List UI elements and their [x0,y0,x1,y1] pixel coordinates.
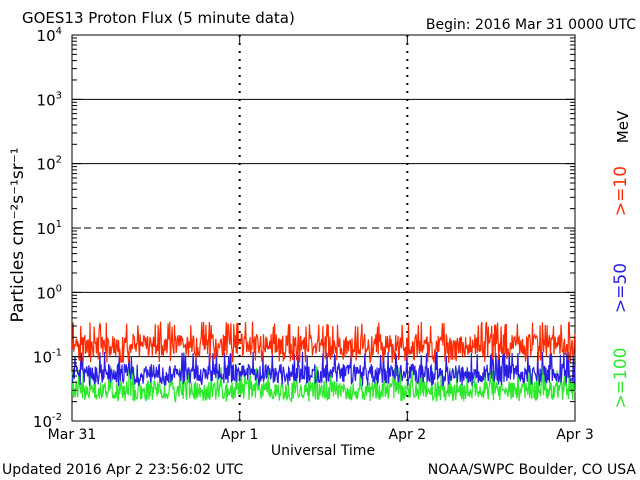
y-tick-exponent: -2 [52,412,62,423]
y-tick-label: 100 [37,283,62,302]
legend-ge50: >=50 [611,263,631,313]
legend-ge10: >=10 [611,166,631,216]
y-axis-label: Particles cm⁻²s⁻¹sr⁻¹ [8,147,28,322]
y-tick-label: 102 [37,155,62,174]
y-tick-label: 101 [37,219,62,238]
y-tick-exponent: 2 [56,155,62,166]
y-tick-label: 10-1 [33,348,62,367]
legend-ge100: >=100 [611,348,631,409]
y-tick-exponent: 4 [56,26,62,37]
chart-title: GOES13 Proton Flux (5 minute data) [22,9,295,27]
y-tick-label: 103 [37,90,62,109]
unit-label: MeV [614,110,632,143]
series-line [71,320,576,365]
x-tick-label: Apr 2 [389,427,427,443]
x-tick-label: Mar 31 [48,427,97,443]
credit-text: NOAA/SWPC Boulder, CO USA [428,462,637,478]
y-tick-exponent: 1 [56,219,62,230]
x-tick-label: Apr 1 [221,427,259,443]
x-tick-label: Apr 3 [556,427,594,443]
y-tick-exponent: 3 [56,90,62,101]
y-tick-exponent: -1 [52,348,62,359]
updated-timestamp: Updated 2016 Apr 2 23:56:02 UTC [2,462,243,478]
y-tick-label: 104 [37,26,62,45]
series-line [71,351,576,387]
series-line [71,365,576,404]
series-layer [71,320,576,404]
x-axis-label: Universal Time [271,443,375,459]
y-tick-exponent: 0 [56,283,62,294]
begin-date: Begin: 2016 Mar 31 0000 UTC [426,17,636,33]
